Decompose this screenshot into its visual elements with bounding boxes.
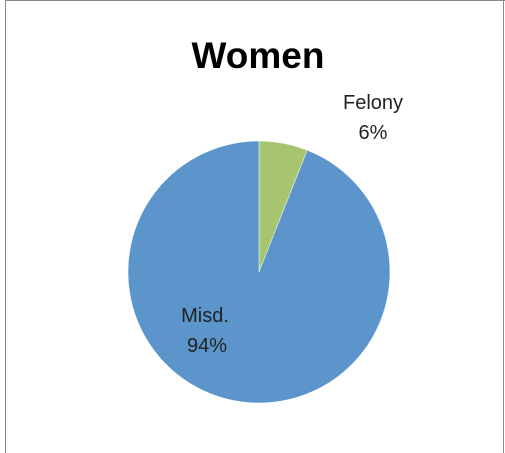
pie-slices [127, 140, 391, 404]
chart-title: Women [192, 35, 325, 76]
chart-border-left [5, 0, 6, 453]
data-label-felony-percent: 6% [359, 122, 388, 144]
pie-slice-misd [127, 140, 391, 404]
data-label-misd-percent: 94% [187, 335, 227, 357]
data-label-felony-name: Felony [343, 92, 403, 114]
chart-border-top [5, 0, 505, 1]
chart-border-right [503, 0, 504, 453]
data-label-misd-name: Misd. [181, 305, 229, 327]
